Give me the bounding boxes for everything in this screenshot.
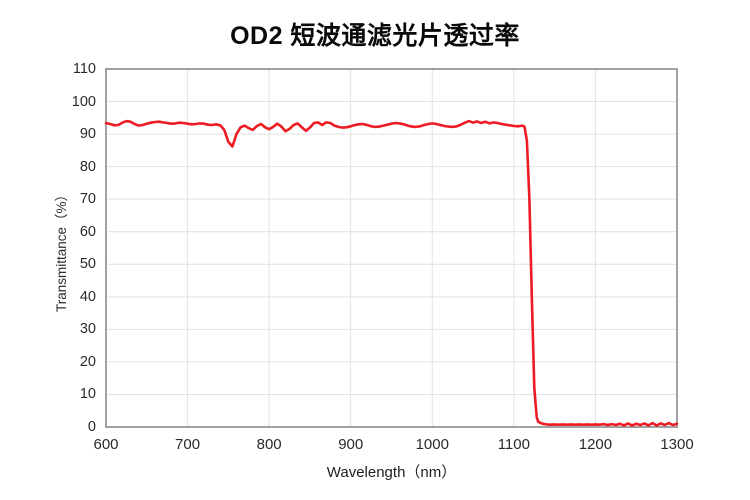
y-tick-label: 60 <box>79 223 96 240</box>
x-tick-label: 1300 <box>660 436 694 453</box>
x-axis-title: Wavelength（nm） <box>326 464 457 481</box>
y-tick-label: 70 <box>79 191 96 208</box>
y-tick-label: 110 <box>72 61 96 77</box>
chart-title: OD2 短波通滤光片透过率 <box>230 22 520 50</box>
x-tick-label: 1000 <box>415 436 449 453</box>
y-tick-label: 10 <box>79 386 96 403</box>
y-tick-label: 90 <box>79 126 96 143</box>
x-tick-label: 800 <box>256 436 282 453</box>
x-tick-label: 700 <box>175 436 201 453</box>
y-tick-label: 100 <box>71 93 96 110</box>
y-tick-label: 50 <box>79 256 96 273</box>
x-tick-label: 1100 <box>497 436 530 453</box>
x-tick-label: 600 <box>93 436 119 453</box>
y-tick-label: 80 <box>79 158 96 175</box>
x-tick-label: 1200 <box>578 436 613 453</box>
y-tick-label: 20 <box>79 353 96 370</box>
y-tick-label: 0 <box>87 419 96 435</box>
plot-border <box>105 68 678 428</box>
y-tick-label: 30 <box>79 321 96 338</box>
y-tick-label: 40 <box>79 288 96 305</box>
x-tick-label: 900 <box>338 436 364 453</box>
transmittance-line <box>104 119 679 427</box>
